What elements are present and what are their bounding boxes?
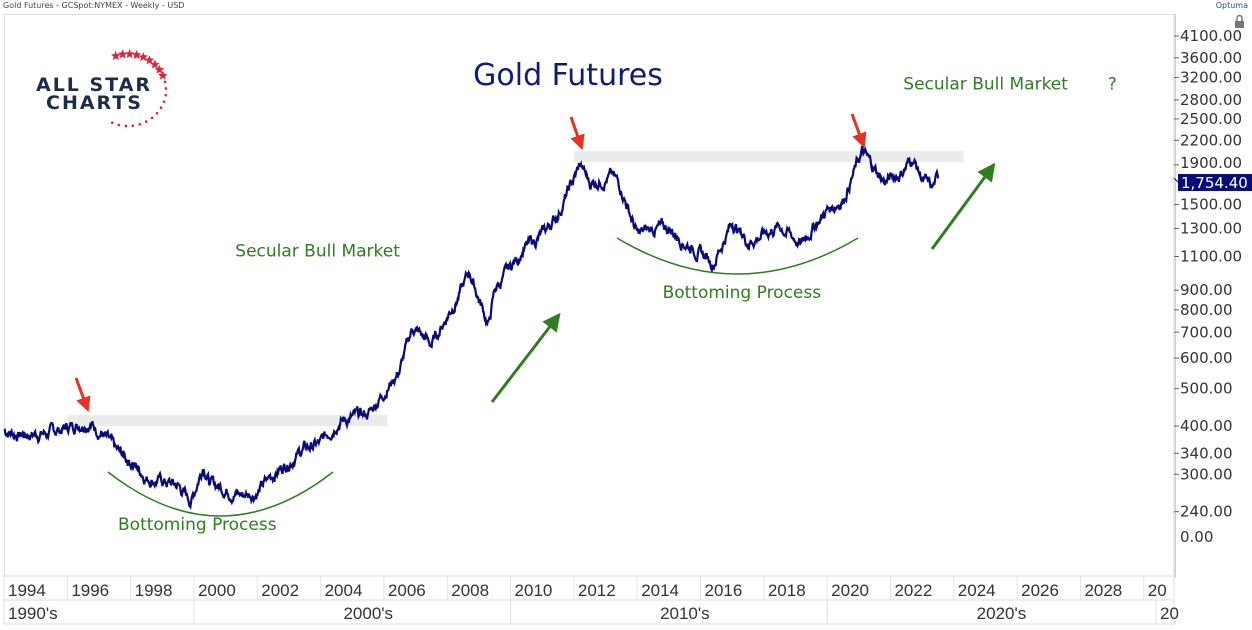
x-tick-label: 2002: [261, 581, 299, 600]
star-icon: [144, 120, 148, 123]
star-icon: [124, 49, 135, 59]
x-tick-label: 1996: [71, 581, 109, 600]
star-icon: [117, 49, 128, 59]
bottoming-arc: [616, 237, 859, 275]
logo-line1: ALL STAR: [36, 74, 152, 96]
x-tick-label: 2006: [388, 581, 426, 600]
y-tick-label: 1900.00: [1180, 154, 1242, 172]
y-tick-label: 240.00: [1180, 503, 1233, 521]
green-arrow-icon: [490, 312, 561, 403]
annotation-label: ?: [1108, 74, 1117, 94]
y-tick-label: 400.00: [1180, 417, 1233, 435]
y-tick-label: 2500.00: [1180, 110, 1242, 128]
star-icon: [110, 121, 114, 125]
star-icon: [124, 124, 128, 128]
annotation-label: Bottoming Process: [118, 515, 277, 535]
green-arrow-icon: [930, 162, 996, 250]
star-icon: [131, 49, 142, 59]
star-icon: [117, 123, 121, 127]
x-tick-label: 2024: [958, 581, 996, 600]
x-tick-label: 20: [1148, 581, 1167, 600]
x-tick-label: 2010: [515, 581, 553, 600]
star-icon: [158, 70, 168, 80]
annotation-label: Secular Bull Market: [235, 242, 400, 262]
x-tick-label: 2008: [451, 581, 489, 600]
chart-title: Gold Futures: [473, 58, 663, 93]
star-icon: [164, 93, 167, 97]
x-tick-label: 2022: [894, 581, 932, 600]
star-icon: [163, 80, 167, 84]
last-value-marker: 1,754.40: [1173, 174, 1252, 192]
decade-label: 2020's: [977, 604, 1027, 623]
x-tick-label: 1998: [135, 581, 173, 600]
y-tick-label: 4100.00: [1180, 27, 1242, 45]
y-tick-label: 1100.00: [1180, 248, 1242, 266]
y-tick-label: 1300.00: [1180, 220, 1242, 238]
logo-stars: [110, 49, 168, 128]
star-icon: [131, 124, 135, 128]
y-tick-label: 0.00: [1180, 528, 1213, 546]
x-tick-label: 2014: [641, 581, 679, 600]
all-star-charts-logo: ALL STAR CHARTS: [36, 49, 168, 128]
y-tick-label: 700.00: [1180, 323, 1233, 341]
decade-label: 1990's: [8, 604, 58, 623]
x-tick-label: 2028: [1084, 581, 1122, 600]
star-icon: [155, 111, 159, 115]
last-value-label: 1,754.40: [1181, 174, 1248, 192]
star-icon: [154, 64, 165, 74]
star-icon: [150, 116, 154, 120]
star-icon: [159, 106, 163, 110]
x-axis: 1994 1996 1998 2000 2002 2004 2006 2008 2010 2012…: [3, 575, 1179, 625]
y-tick-label: 3200.00: [1180, 69, 1242, 87]
star-icon: [111, 50, 121, 60]
x-tick-label: 2020: [831, 581, 869, 600]
gold-price-line: [3, 145, 940, 510]
decade-label: 2010's: [660, 604, 710, 623]
annotation-marks: [74, 113, 996, 517]
resistance-band: [574, 151, 964, 163]
chart-header: Gold Futures - GCSpot:NYMEX - Weekly - U…: [3, 1, 185, 10]
y-tick-label: 600.00: [1180, 349, 1233, 367]
y-tick-label: 300.00: [1180, 465, 1233, 483]
y-tick-label: 2800.00: [1180, 91, 1242, 109]
annotations: Secular Bull Market Secular Bull Market ? B…: [118, 74, 1117, 535]
star-icon: [138, 122, 142, 126]
decade-label: 20: [1160, 604, 1179, 623]
y-tick-label: 800.00: [1180, 301, 1233, 319]
red-arrow-icon: [850, 113, 867, 149]
resistance-bands: [67, 151, 964, 427]
x-tick-label: 2026: [1021, 581, 1059, 600]
price-series: [3, 145, 940, 510]
red-arrow-icon: [74, 377, 91, 413]
star-icon: [164, 87, 168, 90]
x-tick-label: 1994: [8, 581, 46, 600]
x-tick-label: 2000: [198, 581, 236, 600]
red-arrow-icon: [569, 116, 585, 151]
y-tick-label: 340.00: [1180, 444, 1233, 462]
star-icon: [162, 100, 166, 103]
annotation-label: Secular Bull Market: [903, 74, 1068, 94]
last-value-badge: [1178, 174, 1252, 191]
y-tick-label: 1500.00: [1180, 196, 1242, 214]
brand-label: Optuma: [1215, 1, 1248, 10]
y-tick-label: 3600.00: [1180, 49, 1242, 67]
x-tick-label: 2004: [325, 581, 363, 600]
y-tick-label: 2200.00: [1180, 131, 1242, 149]
lock-icon[interactable]: [1235, 14, 1244, 28]
bottoming-arc: [107, 471, 334, 517]
logo-line2: CHARTS: [46, 92, 143, 114]
x-tick-label: 2012: [578, 581, 616, 600]
star-icon: [150, 59, 160, 69]
x-tick-label: 2018: [768, 581, 806, 600]
x-tick-label: 2016: [705, 581, 743, 600]
star-icon: [144, 55, 155, 65]
annotation-label: Bottoming Process: [663, 283, 822, 303]
decade-label: 2000's: [343, 604, 393, 623]
y-tick-label: 500.00: [1180, 380, 1233, 398]
resistance-band: [67, 415, 388, 427]
y-tick-label: 900.00: [1180, 281, 1233, 299]
